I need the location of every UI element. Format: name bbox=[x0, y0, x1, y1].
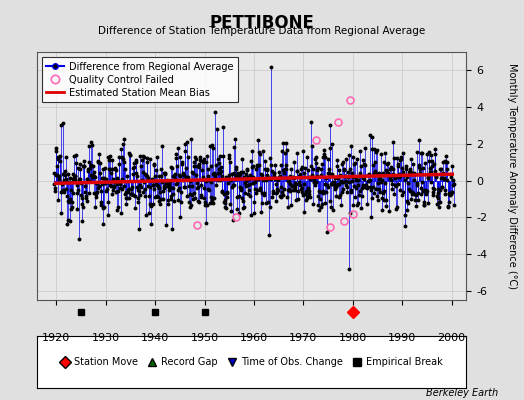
Text: PETTIBONE: PETTIBONE bbox=[210, 14, 314, 32]
Text: 1920: 1920 bbox=[42, 333, 71, 343]
Text: Berkeley Earth: Berkeley Earth bbox=[425, 388, 498, 398]
Text: Difference of Station Temperature Data from Regional Average: Difference of Station Temperature Data f… bbox=[99, 26, 425, 36]
Text: 1980: 1980 bbox=[339, 333, 367, 343]
Text: 1990: 1990 bbox=[388, 333, 416, 343]
Text: 1930: 1930 bbox=[92, 333, 120, 343]
Y-axis label: Monthly Temperature Anomaly Difference (°C): Monthly Temperature Anomaly Difference (… bbox=[507, 63, 517, 289]
Text: 1970: 1970 bbox=[289, 333, 318, 343]
Legend: Station Move, Record Gap, Time of Obs. Change, Empirical Break: Station Move, Record Gap, Time of Obs. C… bbox=[57, 354, 446, 370]
Text: 1940: 1940 bbox=[141, 333, 169, 343]
Text: 1950: 1950 bbox=[191, 333, 219, 343]
Legend: Difference from Regional Average, Quality Control Failed, Estimated Station Mean: Difference from Regional Average, Qualit… bbox=[41, 57, 238, 102]
Text: 2000: 2000 bbox=[438, 333, 466, 343]
Text: 1960: 1960 bbox=[240, 333, 268, 343]
